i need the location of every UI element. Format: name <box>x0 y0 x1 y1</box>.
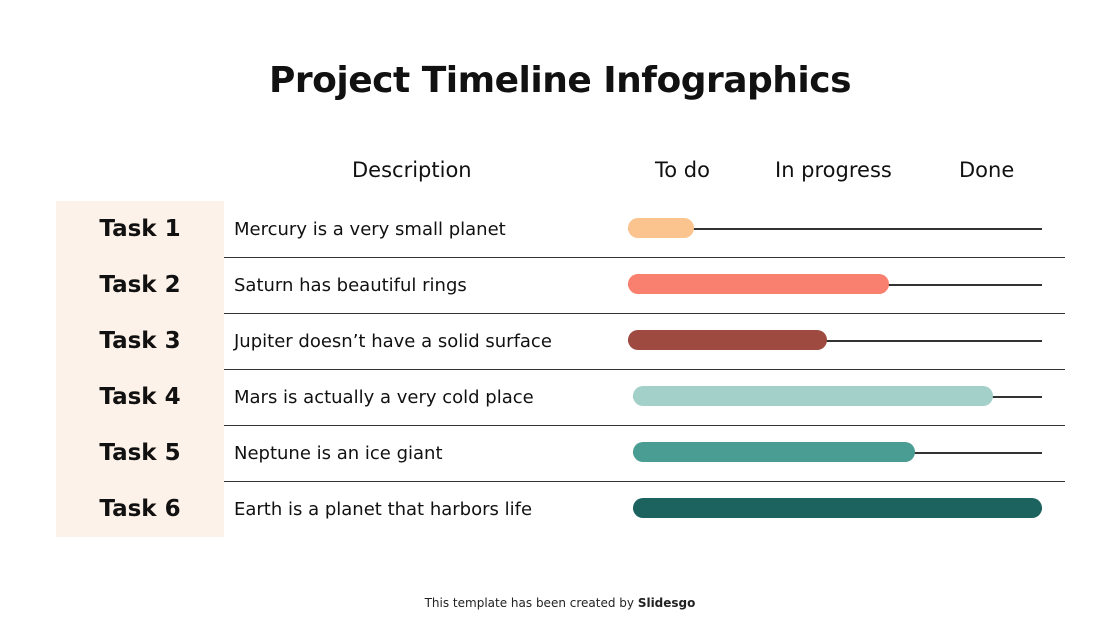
table-row: Task 1 Mercury is a very small planet <box>56 201 1065 258</box>
task-description: Jupiter doesn’t have a solid surface <box>234 330 552 352</box>
task-label: Task 6 <box>56 481 224 537</box>
footer-brand: Slidesgo <box>637 596 696 610</box>
header-description: Description <box>352 158 472 182</box>
task-label: Task 4 <box>56 369 224 425</box>
table-row: Task 5 Neptune is an ice giant <box>56 425 1065 482</box>
row-divider <box>56 368 1065 370</box>
progress-bar <box>628 218 695 238</box>
timeline-track <box>628 228 1042 230</box>
progress-bar <box>633 386 993 406</box>
progress-bar <box>633 442 916 462</box>
header-in-progress: In progress <box>775 158 892 182</box>
row-divider <box>56 312 1065 314</box>
task-label: Task 2 <box>56 257 224 313</box>
row-divider <box>56 424 1065 426</box>
task-description: Saturn has beautiful rings <box>234 274 467 296</box>
header-todo: To do <box>655 158 710 182</box>
header-done: Done <box>959 158 1015 182</box>
progress-bar <box>633 498 1042 518</box>
task-description: Mars is actually a very cold place <box>234 386 534 408</box>
row-divider <box>56 256 1065 258</box>
table-row: Task 3 Jupiter doesn’t have a solid surf… <box>56 313 1065 370</box>
progress-bar <box>628 274 889 294</box>
task-label: Task 5 <box>56 425 224 481</box>
page-title: Project Timeline Infographics <box>268 60 852 101</box>
table-row: Task 6 Earth is a planet that harbors li… <box>56 481 1065 537</box>
timeline-track <box>628 340 1042 342</box>
task-description: Earth is a planet that harbors life <box>234 498 533 520</box>
table-row: Task 2 Saturn has beautiful rings <box>56 257 1065 314</box>
table-row: Task 4 Mars is actually a very cold plac… <box>56 369 1065 426</box>
row-divider <box>56 480 1065 482</box>
task-description: Neptune is an ice giant <box>234 442 443 464</box>
progress-bar <box>628 330 827 350</box>
footer-text: This template has been created by <box>424 596 638 610</box>
footer: This template has been created by Slides… <box>0 596 1120 610</box>
task-label: Task 3 <box>56 313 224 369</box>
task-description: Mercury is a very small planet <box>234 218 506 240</box>
task-label: Task 1 <box>56 201 224 257</box>
